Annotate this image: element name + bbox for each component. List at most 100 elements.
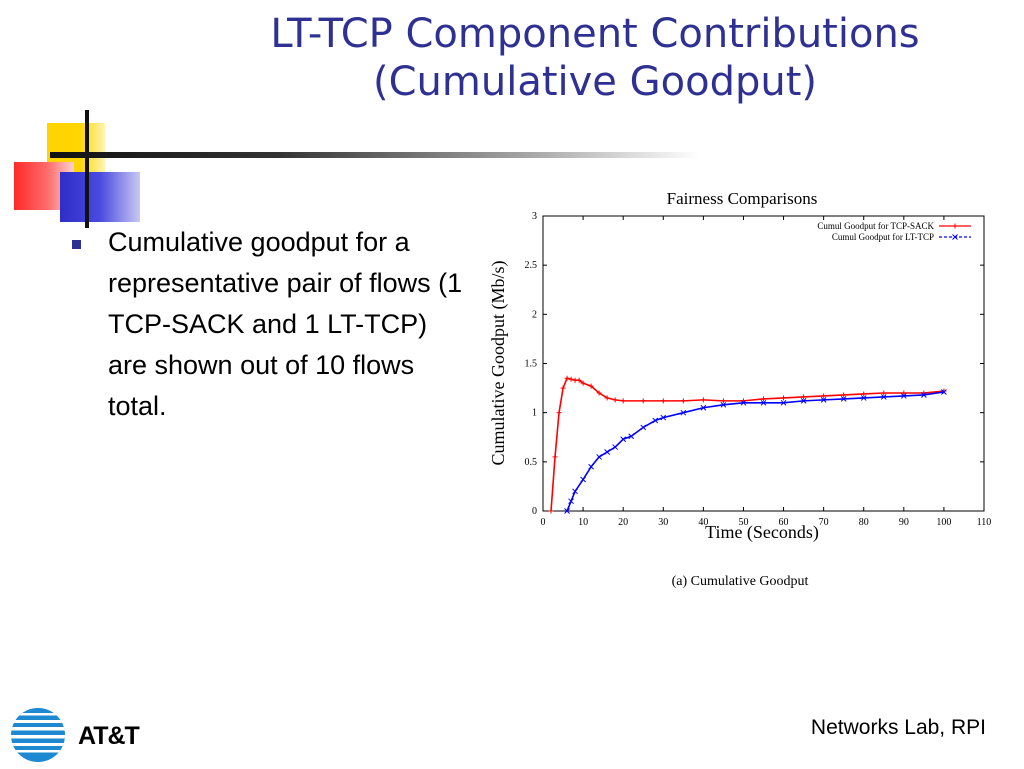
data-point — [881, 390, 887, 396]
x-tick-label: 100 — [936, 517, 951, 528]
data-point — [660, 414, 667, 421]
data-point — [564, 375, 570, 381]
x-axis-ticks: 0 10 20 30 40 50 60 70 80 90 100 110 — [541, 216, 992, 528]
y-tick-label: 3 — [532, 211, 537, 222]
x-tick-label: 0 — [541, 517, 546, 528]
chart-caption: (a) Cumulative Goodput — [672, 574, 809, 589]
x-tick-label: 50 — [738, 517, 748, 528]
y-tick-label: 0.5 — [525, 457, 538, 468]
data-point — [568, 498, 574, 505]
series-line-1 — [566, 391, 945, 512]
data-point — [861, 391, 867, 397]
data-point — [901, 390, 907, 396]
data-point — [880, 394, 887, 400]
footer-text: Networks Lab, RPI — [810, 716, 986, 739]
goodput-chart: Fairness Comparisons 0 10 20 30 40 50 60 70 80 90… — [488, 189, 992, 589]
data-point — [820, 397, 827, 403]
data-point — [781, 395, 787, 401]
slide-title: LT-TCP Component Contributions (Cumulati… — [180, 10, 1010, 106]
vertical-rule — [85, 110, 89, 228]
data-point — [941, 389, 947, 395]
bullet-item: Cumulative goodput for a representative … — [70, 222, 470, 427]
data-point — [628, 433, 635, 440]
logo-text: AT&T — [78, 722, 140, 750]
data-point — [620, 436, 627, 443]
data-point — [564, 508, 570, 514]
data-point — [640, 424, 647, 431]
data-point — [700, 404, 707, 411]
data-point — [612, 397, 618, 403]
data-point — [780, 399, 787, 406]
y-tick-label: 1 — [532, 408, 537, 419]
series-layer — [548, 375, 947, 514]
att-logo: AT&T — [8, 706, 148, 764]
data-point — [652, 417, 659, 424]
data-point — [604, 395, 610, 401]
data-point — [576, 377, 582, 383]
data-point — [556, 410, 562, 416]
legend-label: Cumul Goodput for TCP-SACK — [817, 221, 934, 231]
data-point — [841, 392, 847, 398]
data-point — [761, 396, 766, 402]
x-tick-label: 70 — [819, 517, 829, 528]
data-point — [588, 383, 594, 389]
data-point — [548, 508, 554, 514]
bullet-list: Cumulative goodput for a representative … — [70, 222, 470, 427]
data-point — [640, 398, 646, 404]
square-bullet-icon — [72, 240, 81, 249]
legend-label: Cumul Goodput for LT-TCP — [832, 232, 934, 242]
data-point — [800, 398, 807, 404]
blue-square — [60, 172, 140, 222]
y-axis-label: Cumulative Goodput (Mb/s) — [488, 261, 509, 466]
data-point — [840, 396, 847, 402]
x-tick-label: 10 — [578, 517, 588, 528]
data-point — [860, 395, 867, 401]
data-point — [552, 454, 558, 460]
data-point — [568, 376, 574, 382]
x-tick-label: 30 — [658, 517, 668, 528]
x-tick-label: 110 — [977, 517, 992, 528]
x-tick-label: 80 — [859, 517, 869, 528]
data-point — [596, 390, 602, 396]
title-line-2: (Cumulative Goodput) — [373, 59, 817, 105]
data-point — [580, 380, 586, 386]
title-line-1: LT-TCP Component Contributions — [270, 11, 920, 57]
horizontal-rule — [50, 152, 700, 158]
data-point — [900, 393, 907, 399]
data-point — [560, 385, 566, 391]
data-point — [760, 399, 767, 406]
x-tick-label: 40 — [698, 517, 708, 528]
data-point — [580, 476, 586, 483]
data-point — [801, 394, 807, 400]
data-point — [680, 398, 686, 404]
chart-title: Fairness Comparisons — [667, 189, 818, 208]
data-point — [680, 409, 687, 416]
data-point — [921, 392, 927, 398]
data-point — [572, 488, 578, 495]
att-globe-icon — [11, 708, 65, 762]
y-tick-label: 1.5 — [525, 359, 538, 370]
data-point — [620, 398, 626, 404]
x-tick-label: 60 — [779, 517, 789, 528]
x-tick-label: 90 — [899, 517, 909, 528]
data-point — [660, 398, 666, 404]
data-point — [720, 398, 726, 404]
x-axis-label: Time (Seconds) — [705, 522, 819, 543]
data-point — [740, 399, 747, 406]
data-point — [604, 449, 610, 455]
y-axis-ticks: 0 0.5 1 1.5 2 2.5 3 — [525, 211, 984, 517]
data-point — [720, 401, 727, 408]
data-point — [612, 444, 619, 450]
data-point — [700, 397, 706, 403]
bullet-text: Cumulative goodput for a representative … — [108, 227, 463, 421]
x-tick-label: 20 — [618, 517, 628, 528]
decorative-graphic — [0, 100, 700, 240]
plot-frame — [542, 215, 985, 512]
data-point — [821, 393, 827, 399]
y-tick-label: 2.5 — [525, 260, 538, 271]
y-tick-label: 0 — [532, 506, 537, 517]
y-tick-label: 2 — [532, 309, 537, 320]
data-point — [596, 454, 602, 460]
data-point — [588, 463, 594, 470]
